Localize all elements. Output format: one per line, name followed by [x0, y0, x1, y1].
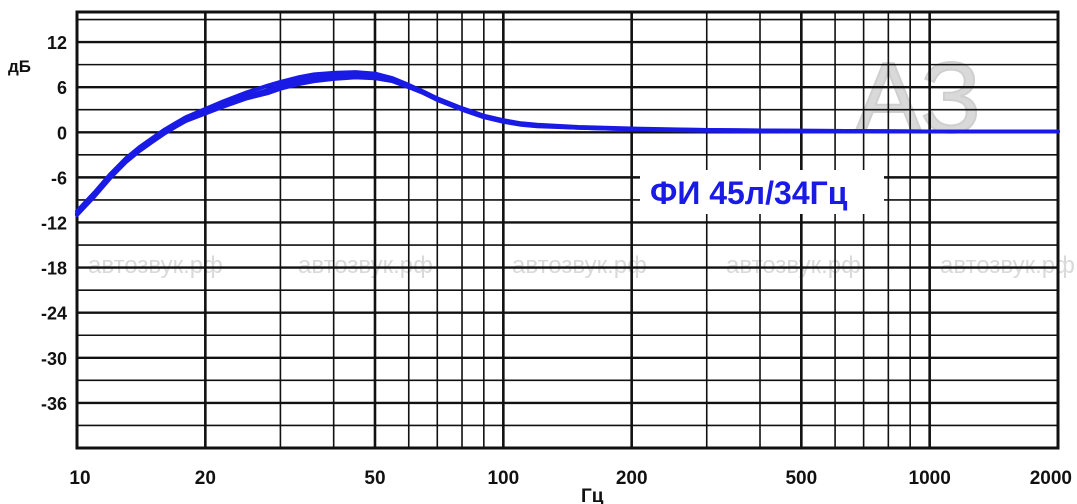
x-tick-labels: 10 20 50 100 200 500 1000 2000	[69, 468, 1072, 489]
logo-watermark: АЗ	[855, 42, 981, 154]
plot-frame	[75, 10, 1060, 450]
watermark-text: автозвук.рф	[940, 252, 1075, 279]
x-tick-label: 100	[487, 468, 519, 489]
watermark-text: автозвук.рф	[512, 252, 647, 279]
x-tick-label: 10	[69, 468, 90, 489]
watermark-text: автозвук.рф	[88, 252, 223, 279]
x-tick-label: 20	[195, 468, 216, 489]
series-layer	[75, 70, 1060, 217]
x-tick-label: 200	[616, 468, 648, 489]
x-tick-label: 50	[364, 468, 385, 489]
x-tick-label: 500	[785, 468, 817, 489]
y-tick-label: -24	[41, 304, 67, 324]
y-axis-label: дБ	[8, 57, 31, 76]
y-tick-label: -18	[41, 259, 67, 279]
y-tick-label: -36	[41, 394, 67, 414]
x-tick-label: 2000	[1030, 468, 1072, 489]
watermark-text: автозвук.рф	[726, 252, 861, 279]
y-tick-label: 12	[47, 33, 67, 53]
grid-layer	[75, 12, 1060, 449]
y-tick-label: 6	[57, 78, 67, 98]
y-tick-label: 0	[57, 123, 67, 143]
annotation-box	[640, 170, 884, 214]
y-tick-label: -30	[41, 349, 67, 369]
series-annotation: ФИ 45л/34Гц	[650, 175, 848, 211]
series-line	[75, 75, 1060, 217]
x-tick-label: 1000	[909, 468, 951, 489]
watermark-text: автозвук.рф	[298, 252, 433, 279]
watermark-layer: АЗ автозвук.рф автозвук.рф автозвук.рф автоз…	[88, 41, 1075, 279]
y-tick-labels: 12 6 0 -6 -12 -18 -24 -30 -36	[41, 33, 67, 414]
x-axis-label: Гц	[581, 486, 604, 504]
y-tick-label: -12	[41, 213, 67, 233]
y-tick-label: -6	[51, 168, 67, 188]
